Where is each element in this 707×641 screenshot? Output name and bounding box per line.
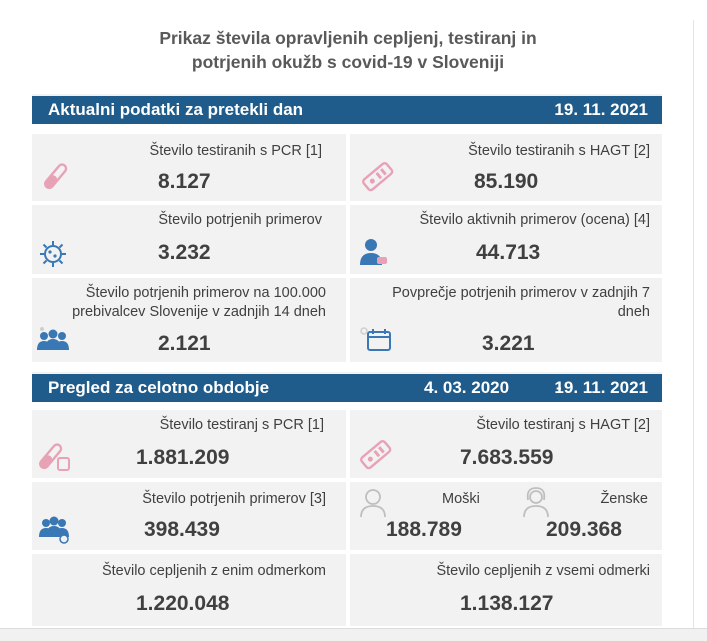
section-label: Pregled za celotno obdobje bbox=[48, 378, 270, 397]
card-confirmed-daily: Število potrjenih primerov 3.232 bbox=[32, 205, 346, 274]
section-header-total: Pregled za celotno obdobje 4. 03. 2020 -… bbox=[32, 372, 662, 402]
card-label: Število testiranih s PCR [1] bbox=[149, 143, 322, 159]
card-value: 85.190 bbox=[474, 170, 539, 193]
title-line-2: potrjenih okužb s covid-19 v Sloveniji bbox=[191, 52, 505, 72]
card-label: Število testiranih s HAGT [2] bbox=[468, 143, 650, 159]
card-hagt-daily: Število testiranih s HAGT [2] 85.190 bbox=[350, 134, 662, 201]
card-confirmed-total: Število potrjenih primerov [3] 398.439 bbox=[32, 482, 346, 550]
calendar-icon bbox=[360, 327, 391, 351]
female-label: Ženske bbox=[600, 491, 648, 507]
card-label-line-2: dneh bbox=[617, 304, 650, 320]
card-vacc1-total: Število cepljenih z enim odmerkom 1.220.… bbox=[32, 554, 346, 626]
male-value: 188.789 bbox=[386, 518, 462, 541]
card-avg7-daily: Povprečje potrjenih primerov v zadnjih 7… bbox=[350, 278, 662, 362]
male-label: Moški bbox=[442, 491, 480, 507]
section-label: Aktualni podatki za pretekli dan bbox=[48, 100, 304, 119]
card-label-line-1: Povprečje potrjenih primerov v zadnjih 7 bbox=[392, 285, 650, 301]
card-gender-total: Moški 188.789 Ženske 209.368 bbox=[350, 482, 662, 550]
person-icon bbox=[360, 239, 387, 265]
card-vaccall-total: Število cepljenih z vsemi odmerki 1.138.… bbox=[350, 554, 662, 626]
divider bbox=[693, 20, 694, 628]
male-icon bbox=[360, 489, 386, 518]
card-hagt-total: Število testiranj s HAGT [2] 7.683.559 bbox=[350, 410, 662, 478]
card-value: 1.220.048 bbox=[136, 592, 230, 615]
test-tube-icon bbox=[44, 163, 68, 190]
rapid-test-icon bbox=[362, 162, 394, 192]
card-value: 7.683.559 bbox=[460, 446, 554, 469]
virus-icon bbox=[40, 241, 66, 267]
card-value: 44.713 bbox=[476, 241, 541, 264]
card-per100k-daily: Število potrjenih primerov na 100.000 pr… bbox=[32, 278, 346, 362]
card-label: Število testiranj s PCR [1] bbox=[159, 417, 324, 433]
card-pcr-daily: Število testiranih s PCR [1] 8.127 bbox=[32, 134, 346, 201]
section-date-to: 19. 11. 2021 bbox=[554, 378, 648, 397]
scrollbar[interactable] bbox=[0, 628, 707, 641]
page-title: Prikaz števila opravljenih cepljenj, tes… bbox=[30, 26, 666, 74]
card-label: Število cepljenih z enim odmerkom bbox=[101, 563, 326, 579]
card-label-line-2: prebivalcev Slovenije v zadnjih 14 dneh bbox=[72, 304, 326, 320]
section-header-daily: Aktualni podatki za pretekli dan 19. 11.… bbox=[32, 94, 662, 124]
card-value: 1.138.127 bbox=[460, 592, 554, 615]
card-value: 8.127 bbox=[158, 170, 211, 193]
card-label: Število cepljenih z vsemi odmerki bbox=[436, 563, 650, 579]
card-label: Število potrjenih primerov [3] bbox=[142, 491, 326, 507]
card-value: 2.121 bbox=[158, 332, 211, 355]
card-value: 1.881.209 bbox=[136, 446, 230, 469]
title-line-1: Prikaz števila opravljenih cepljenj, tes… bbox=[159, 28, 537, 48]
test-tube-icon bbox=[39, 443, 70, 471]
card-value: 3.232 bbox=[158, 241, 211, 264]
card-value: 3.221 bbox=[482, 332, 535, 355]
card-label-line-1: Število potrjenih primerov na 100.000 bbox=[85, 285, 326, 301]
female-value: 209.368 bbox=[546, 518, 622, 541]
card-pcr-total: Število testiranj s PCR [1] 1.881.209 bbox=[32, 410, 346, 478]
section-date-separator: - bbox=[556, 378, 562, 397]
female-icon bbox=[523, 487, 549, 518]
rapid-test-icon bbox=[360, 440, 392, 470]
card-active-daily: Število aktivnih primerov (ocena) [4] 44… bbox=[350, 205, 662, 274]
card-value: 398.439 bbox=[144, 518, 220, 541]
section-date: 19. 11. 2021 bbox=[554, 100, 648, 119]
people-group-icon bbox=[37, 327, 69, 350]
section-date-from: 4. 03. 2020 bbox=[424, 378, 510, 397]
card-label: Število aktivnih primerov (ocena) [4] bbox=[419, 212, 651, 228]
card-label: Število testiranj s HAGT [2] bbox=[476, 417, 650, 433]
people-group-icon bbox=[39, 516, 69, 544]
card-label: Število potrjenih primerov bbox=[158, 212, 322, 228]
